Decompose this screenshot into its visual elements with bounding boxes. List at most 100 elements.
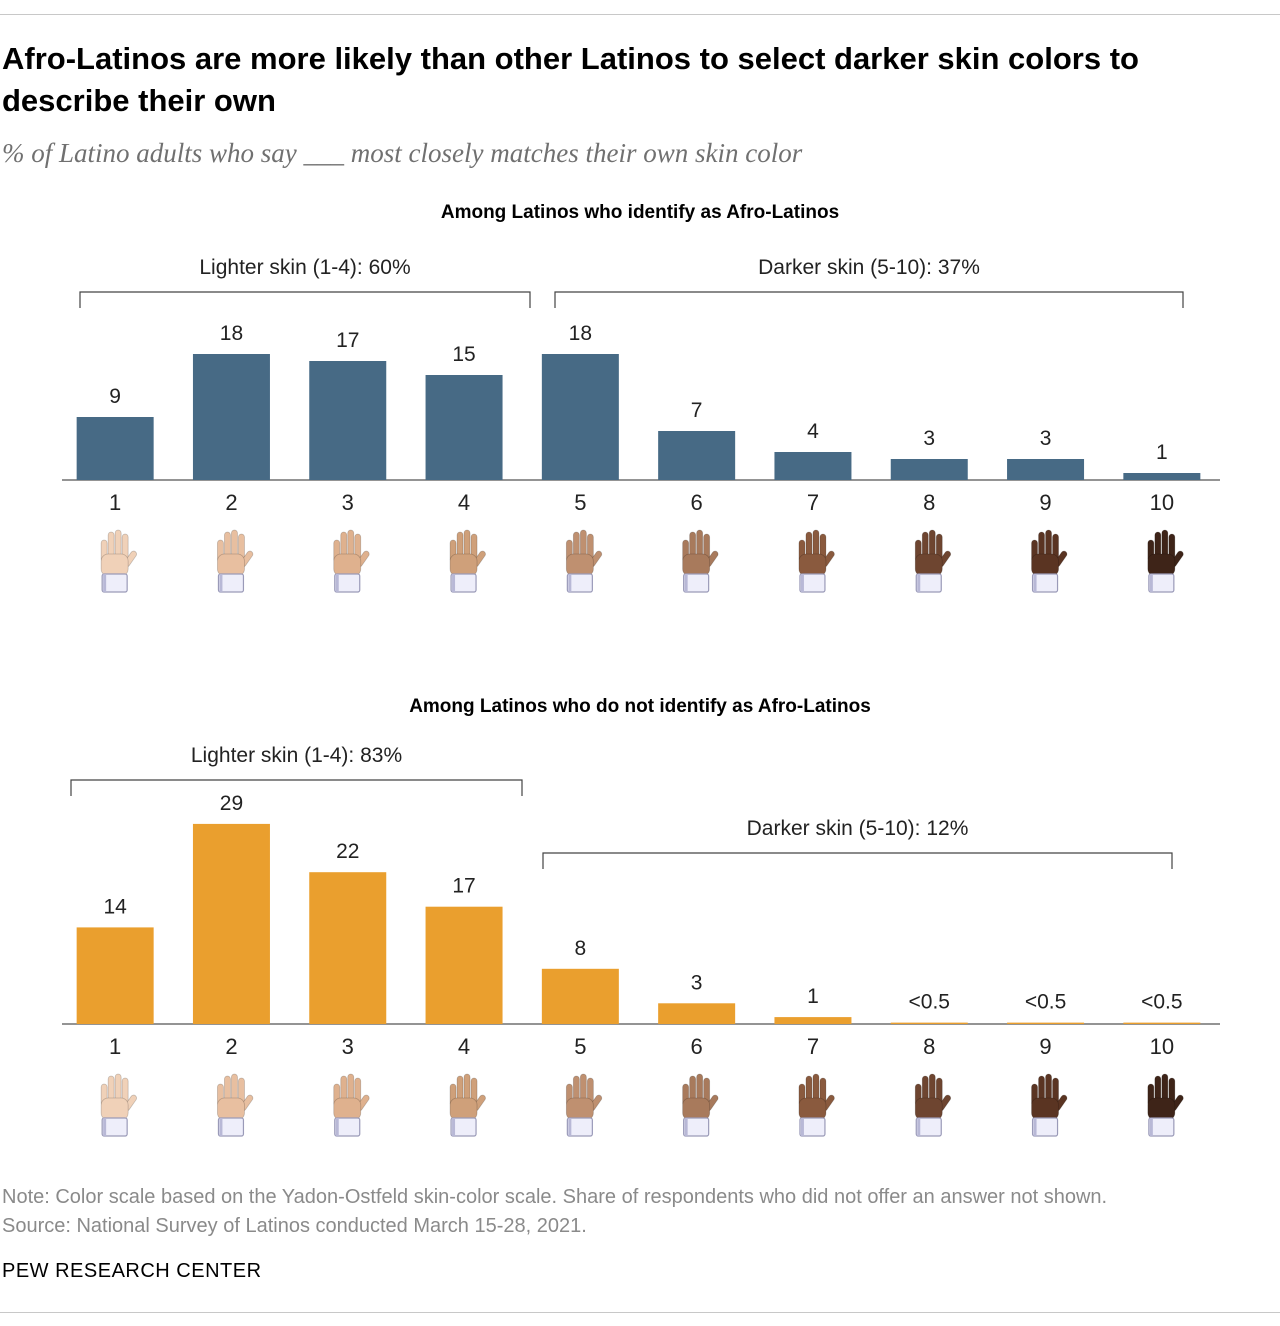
data-label: 18 [220,322,243,345]
x-tick-label: 2 [225,490,237,515]
data-label: 29 [220,792,243,815]
data-label: 3 [923,427,935,450]
x-tick-label: 3 [342,1034,354,1059]
bracket-label: Lighter skin (1-4): 83% [191,744,402,767]
panel-title: Among Latinos who do not identify as Afr… [409,696,871,717]
chart-note: Note: Color scale based on the Yadon-Ost… [2,1186,1108,1208]
bar [309,872,387,1024]
bar [192,823,270,1024]
hand-icon [449,529,486,593]
bar [1007,459,1085,480]
x-tick-label: 7 [807,1034,819,1059]
bar [76,927,154,1024]
data-label: 18 [569,322,592,345]
data-label: 3 [691,971,703,994]
x-tick-label: 7 [807,490,819,515]
hand-icon [565,1073,603,1137]
data-label: 9 [109,385,121,408]
hand-icon [682,1073,719,1137]
x-tick-label: 6 [691,1034,703,1059]
hand-icon [449,1073,486,1137]
data-label: 1 [1156,441,1168,464]
x-tick-label: 8 [923,490,935,515]
x-tick-label: 4 [458,1034,470,1059]
chart-source: Source: National Survey of Latinos condu… [2,1215,587,1237]
hand-icon [333,529,370,593]
data-label: <0.5 [1141,991,1182,1014]
x-tick-label: 4 [458,490,470,515]
hand-icon [798,1073,835,1137]
non-afro-latino-panel: Among Latinos who do not identify as Afr… [0,684,1280,1144]
data-label: 4 [807,420,819,443]
bar [658,431,736,480]
hand-icon [100,1073,137,1137]
x-tick-label: 1 [109,1034,121,1059]
x-tick-label: 8 [923,1034,935,1059]
hand-icon [217,529,254,593]
data-label: 8 [575,937,587,960]
data-label: 17 [336,329,359,352]
x-tick-label: 5 [574,490,586,515]
bar [1007,1022,1085,1024]
data-label: <0.5 [909,991,950,1014]
bracket-label: Darker skin (5-10): 37% [758,256,980,279]
bar [425,906,503,1024]
range-bracket [554,291,1184,308]
hand-icon [1147,1073,1184,1137]
range-bracket [79,291,531,308]
hand-icon [100,529,137,593]
non-afro-latino-chart: Lighter skin (1-4): 83% Darker skin (5-10… [62,744,1220,1137]
data-label: 22 [336,840,359,863]
x-tick-label: 9 [1039,1034,1051,1059]
bottom-rule [0,1312,1280,1313]
bar [541,968,619,1024]
data-label: 1 [807,985,819,1008]
hand-icon [798,529,835,593]
bar [658,1003,736,1024]
x-tick-label: 10 [1150,490,1174,515]
data-label: 7 [691,399,703,422]
data-label: <0.5 [1025,991,1066,1014]
x-tick-label: 10 [1150,1034,1174,1059]
range-bracket [542,852,1173,869]
bar [76,417,154,480]
x-tick-label: 9 [1039,490,1051,515]
bar [1123,473,1201,480]
bar [425,375,503,480]
bracket-label: Darker skin (5-10): 12% [747,817,969,840]
hand-icon [1147,529,1184,593]
hand-icon [217,1073,254,1137]
x-tick-label: 2 [225,1034,237,1059]
hand-icon [914,529,952,593]
bar [309,361,387,480]
bar [774,1017,852,1024]
bar [774,452,852,480]
afro-latino-panel: Among Latinos who identify as Afro-Latin… [0,190,1280,620]
hand-icon [1031,1073,1068,1137]
bracket-label: Lighter skin (1-4): 60% [199,256,410,279]
x-tick-label: 3 [342,490,354,515]
hand-icon [565,529,603,593]
data-label: 3 [1040,427,1052,450]
chart-subtitle: % of Latino adults who say ___ most clos… [2,138,803,168]
hand-icon [682,529,719,593]
brand-logo-text: PEW RESEARCH CENTER [2,1260,262,1282]
bar [1123,1022,1201,1024]
hand-icon [333,1073,370,1137]
bar [890,459,968,480]
bar [890,1022,968,1024]
top-rule [0,14,1280,15]
bar [541,354,619,480]
x-tick-label: 1 [109,490,121,515]
chart-title: Afro-Latinos are more likely than other … [2,41,1139,118]
x-tick-label: 6 [691,490,703,515]
hand-icon [914,1073,952,1137]
data-label: 14 [103,895,127,918]
range-bracket [70,779,523,796]
data-label: 17 [452,875,475,898]
afro-latino-chart: Lighter skin (1-4): 60% Darker skin (5-10… [62,256,1220,593]
panel-title: Among Latinos who identify as Afro-Latin… [440,202,840,223]
hand-icon [1031,529,1068,593]
bar [192,354,270,480]
x-tick-label: 5 [574,1034,586,1059]
